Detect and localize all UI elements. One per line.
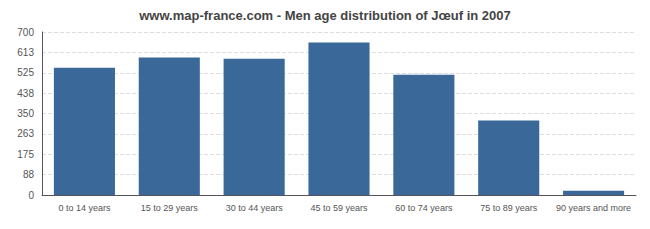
svg-text:60 to 74 years: 60 to 74 years xyxy=(395,203,453,213)
svg-text:525: 525 xyxy=(17,67,34,78)
svg-text:0: 0 xyxy=(28,190,34,201)
svg-text:88: 88 xyxy=(23,169,35,180)
svg-text:263: 263 xyxy=(17,128,34,139)
svg-text:75 to 89 years: 75 to 89 years xyxy=(480,203,538,213)
svg-text:0 to 14 years: 0 to 14 years xyxy=(58,203,111,213)
svg-text:350: 350 xyxy=(17,108,34,119)
svg-text:45 to 59 years: 45 to 59 years xyxy=(310,203,368,213)
svg-text:15 to 29 years: 15 to 29 years xyxy=(141,203,199,213)
svg-text:700: 700 xyxy=(17,27,34,38)
svg-text:30 to 44 years: 30 to 44 years xyxy=(226,203,284,213)
svg-text:613: 613 xyxy=(17,47,34,58)
svg-text:175: 175 xyxy=(17,149,34,160)
svg-text:www.map-france.com - Men age d: www.map-france.com - Men age distributio… xyxy=(138,8,511,23)
svg-text:438: 438 xyxy=(17,88,34,99)
svg-text:90 years and more: 90 years and more xyxy=(556,203,631,213)
